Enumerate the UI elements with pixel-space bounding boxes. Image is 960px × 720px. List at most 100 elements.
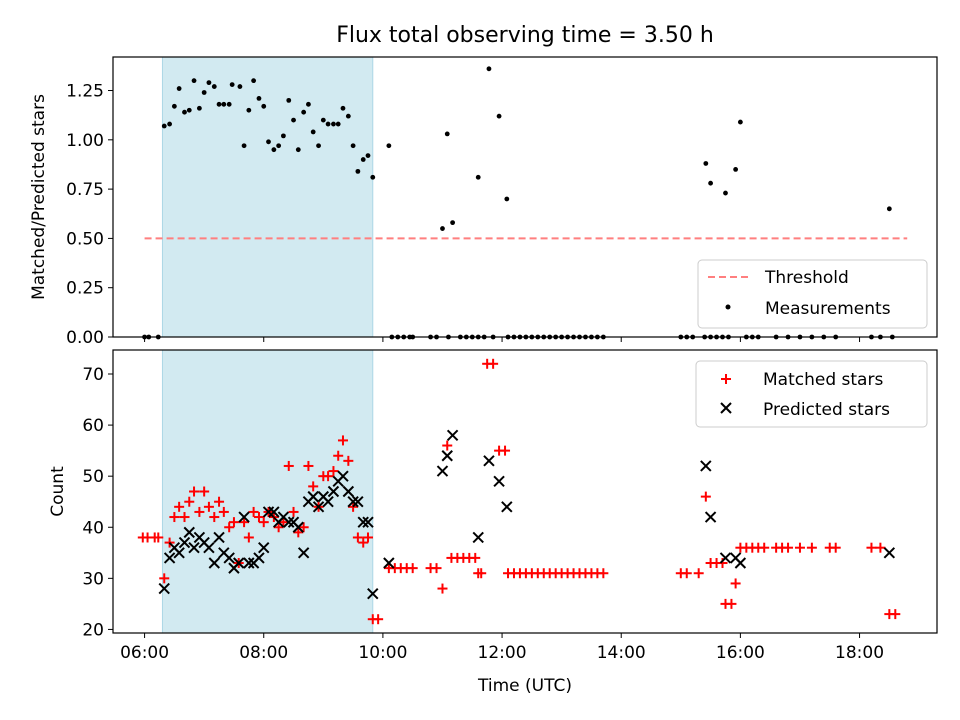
matched-star-point — [228, 517, 239, 528]
predicted-star-point-b — [367, 587, 379, 600]
predicted-star-point-b — [208, 557, 220, 569]
measurement-point — [320, 117, 326, 123]
predicted-star-point — [183, 526, 195, 539]
predicted-star-point — [233, 557, 245, 569]
predicted-star-point-b — [472, 531, 484, 544]
matched-star-point — [194, 506, 205, 517]
matched-star-point — [352, 532, 363, 543]
matched-star-point — [470, 552, 481, 563]
matched-star-point — [218, 506, 229, 517]
measurement-point — [370, 174, 376, 180]
measurement-point — [206, 80, 212, 86]
measurement-point — [196, 105, 202, 111]
y-tick-label: 1.25 — [66, 82, 104, 102]
matched-star-point — [431, 563, 442, 574]
predicted-star-point — [253, 552, 265, 564]
predicted-star-point — [883, 547, 896, 559]
y-tick-label: 0.50 — [66, 229, 104, 249]
measurement-point — [216, 101, 222, 107]
predicted-star-point-b — [173, 547, 185, 559]
predicted-star-point-b — [183, 526, 195, 539]
predicted-star-point — [203, 541, 215, 554]
predicted-star-point-b — [203, 541, 215, 554]
bottom-y-axis-label: Count — [48, 466, 68, 517]
measurement-point — [386, 143, 392, 149]
predicted-star-point-b — [436, 465, 449, 477]
predicted-star-point-b — [362, 516, 374, 528]
predicted-star-point — [188, 541, 200, 554]
predicted-star-point — [472, 531, 484, 544]
legend-predicted-label: Predicted stars — [763, 400, 890, 420]
predicted-star-point-b — [352, 496, 364, 508]
y-tick-label: 20 — [82, 620, 104, 640]
predicted-star-point-b — [501, 501, 513, 513]
legend-predicted-marker-b — [720, 402, 732, 414]
predicted-star-point — [342, 485, 355, 498]
matched-star-point — [806, 542, 817, 553]
predicted-star-point-b — [700, 460, 712, 472]
predicted-star-point — [178, 536, 191, 549]
measurement-point — [335, 121, 341, 127]
legend-predicted-swatch — [720, 402, 732, 414]
x-tick-label: 16:00 — [716, 643, 765, 663]
legend-measurements-swatch — [725, 304, 731, 310]
measurement-point — [276, 143, 282, 149]
y-tick-label: 0.00 — [66, 328, 104, 348]
predicted-star-point — [292, 521, 305, 533]
y-tick-label: 30 — [82, 569, 104, 589]
matched-star-point — [184, 496, 195, 507]
measurement-point — [340, 105, 346, 111]
measurement-point — [345, 113, 351, 119]
predicted-star-point — [327, 485, 340, 498]
matched-star-point — [169, 512, 180, 523]
measurement-point — [191, 78, 197, 84]
predicted-star-point-b — [307, 490, 319, 503]
legend-threshold-label: Threshold — [764, 268, 849, 288]
matched-star-point — [358, 537, 369, 548]
predicted-star-point-b — [719, 552, 732, 564]
measurement-point — [355, 168, 361, 174]
predicted-star-point-b — [243, 557, 255, 569]
measurement-point — [440, 226, 445, 231]
matched-star-point — [830, 542, 841, 553]
observing-window-shade-top — [161, 56, 374, 338]
measurement-point — [281, 133, 286, 139]
predicted-star-point — [704, 511, 717, 523]
x-tick-label: 18:00 — [835, 643, 884, 663]
matched-star-point — [700, 491, 711, 502]
predicted-star-point-b — [446, 429, 459, 442]
top-legend: Threshold Measurements — [697, 259, 928, 329]
predicted-star-point — [208, 557, 220, 569]
y-tick-label: 0.75 — [66, 180, 104, 200]
matched-star-point — [293, 527, 304, 538]
predicted-star-point — [243, 557, 255, 569]
predicted-star-point-b — [178, 536, 191, 549]
measurement-point — [310, 129, 316, 135]
matched-star-point — [794, 542, 805, 553]
y-tick-label: 50 — [82, 467, 104, 487]
matched-star-point — [248, 506, 259, 517]
predicted-star-point — [446, 429, 459, 442]
matched-star-point — [866, 542, 877, 553]
matched-star-point — [488, 358, 499, 369]
matched-star-point — [598, 568, 609, 579]
matched-star-point — [239, 517, 250, 528]
matched-star-point — [203, 501, 214, 512]
y-tick-label: 40 — [82, 518, 104, 538]
legend-measurements-label: Measurements — [765, 299, 891, 319]
measurement-point — [360, 157, 366, 162]
predicted-star-point-b — [292, 521, 305, 533]
x-tick-label: 06:00 — [120, 643, 169, 663]
predicted-star-point — [337, 470, 349, 482]
matched-star-point — [224, 522, 235, 533]
predicted-star-point — [352, 496, 364, 508]
bottom-y-axis: 20 30 40 50 60 70 — [82, 365, 113, 640]
measurement-point — [450, 220, 456, 226]
matched-star-point — [153, 532, 164, 543]
predicted-star-point-b — [163, 552, 176, 564]
predicted-star-point-b — [734, 557, 747, 569]
measurement-point — [496, 113, 502, 119]
y-tick-label: 70 — [82, 365, 104, 385]
measurement-point — [737, 119, 743, 125]
